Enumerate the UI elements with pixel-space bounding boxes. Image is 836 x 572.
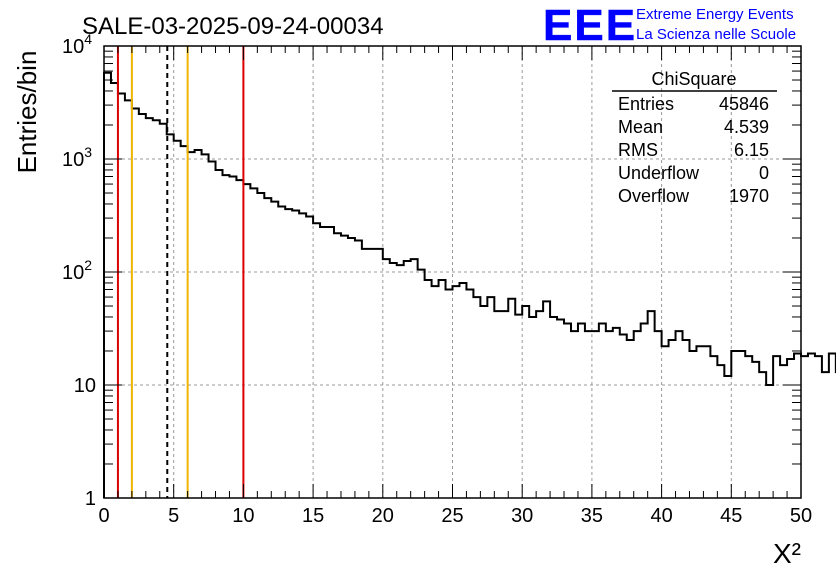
eee-logo: EEE Extreme Energy Events La Scienza nel… <box>543 1 796 51</box>
stats-value: 6.15 <box>734 140 769 160</box>
x-tick-label: 45 <box>720 505 742 527</box>
stats-value: 45846 <box>719 94 769 114</box>
stats-value: 4.539 <box>724 117 769 137</box>
y-tick-label: 1 <box>85 488 96 510</box>
x-tick-label: 0 <box>98 505 109 527</box>
stats-title: ChiSquare <box>651 69 736 89</box>
stats-label: Mean <box>618 117 663 137</box>
logo-line-1: Extreme Energy Events <box>636 6 794 23</box>
y-tick-label: 10 <box>74 375 96 397</box>
stats-label: RMS <box>618 140 658 160</box>
y-tick-label: 103 <box>62 144 92 171</box>
stats-value: 0 <box>759 163 769 183</box>
x-tick-label: 30 <box>511 505 533 527</box>
x-tick-label: 40 <box>650 505 672 527</box>
x-tick-label: 10 <box>232 505 254 527</box>
x-tick-label: 35 <box>581 505 603 527</box>
stats-label: Overflow <box>618 186 690 206</box>
x-tick-label: 20 <box>372 505 394 527</box>
histogram-title: SALE-03-2025-09-24-00034 <box>82 13 384 40</box>
y-tick-label: 102 <box>62 257 92 284</box>
stats-label: Underflow <box>618 163 700 183</box>
stats-rows: Entries 45846 Mean 4.539 RMS 6.15 Underflow 0 Ov… <box>618 94 769 206</box>
y-axis-title: Entries/bin <box>12 51 42 174</box>
y-tick-labels: 1 10 102 103 104 <box>62 31 96 510</box>
grid-lines <box>104 46 801 498</box>
y-tick-label: 104 <box>62 31 92 58</box>
x-axis-title: X² <box>773 538 801 569</box>
eee-logo-mark: EEE <box>543 1 637 50</box>
stats-label: Entries <box>618 94 674 114</box>
stats-box: ChiSquare Entries 45846 Mean 4.539 RMS 6.15 Un… <box>612 69 777 206</box>
histogram-outline <box>103 71 836 498</box>
x-tick-label: 15 <box>302 505 324 527</box>
x-tick-label: 25 <box>441 505 463 527</box>
x-tick-label: 5 <box>168 505 179 527</box>
x-tick-label: 50 <box>790 505 812 527</box>
axis-ticks <box>103 45 802 499</box>
x-tick-labels: 0 5 10 15 20 25 30 35 40 45 50 <box>98 505 812 527</box>
stats-value: 1970 <box>729 186 769 206</box>
logo-line-2: La Scienza nelle Scuole <box>636 26 796 43</box>
